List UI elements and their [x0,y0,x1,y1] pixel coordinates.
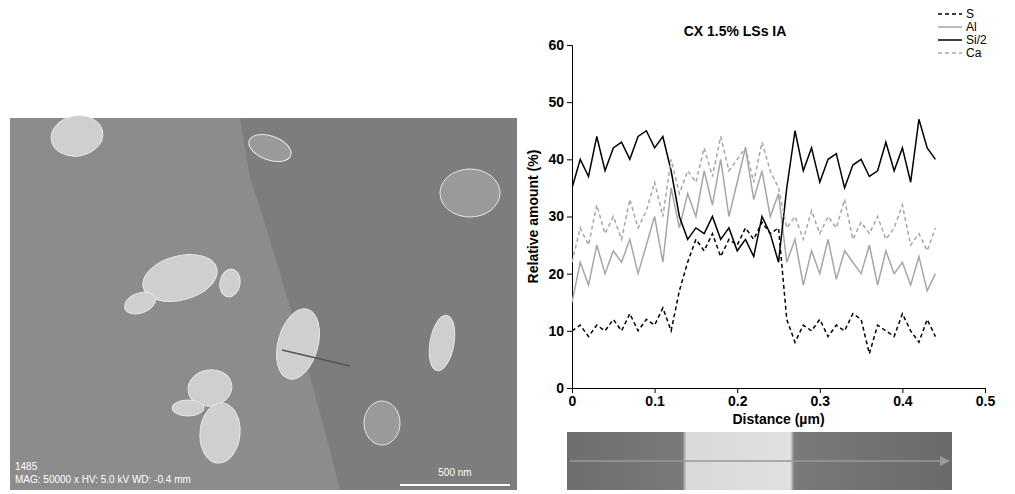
chart-title: CX 1.5% LSs IA [684,23,787,39]
tick: 0.4 [893,388,913,409]
figure: 1485 MAG: 50000 x HV: 5.0 kV WD: -0.4 mm 5… [0,0,1015,494]
tick: 60 [548,37,572,53]
legend-label: Al [966,20,977,34]
tick-mark [567,217,572,218]
tick-label: 50 [548,94,564,110]
legend-label: S [966,7,974,21]
legend-label: Ca [966,46,982,60]
series-line [572,136,935,262]
y-axis-title: Relative amount (%) [525,150,541,284]
strip-image [567,432,952,490]
particle [269,304,326,384]
tick: 0 [556,380,572,396]
tick-mark [567,159,572,160]
micrograph-texture [240,118,517,490]
tick: 0.1 [645,388,665,409]
tick-label: 0.1 [645,393,665,409]
particle [48,112,106,160]
legend-label: Si/2 [966,33,987,47]
scan-strip [567,432,952,490]
tick: 0.2 [728,388,748,409]
axis-line [573,389,986,394]
micrograph-background [10,118,517,490]
tick-mark [567,388,572,389]
scan-line [282,350,350,366]
legend-key [938,26,962,28]
particle [425,313,458,372]
particle [245,129,295,167]
tick: 0.3 [811,388,831,409]
tick-label: 30 [548,208,564,224]
tick: 30 [548,208,572,224]
plot-lines [572,119,935,353]
tick: 40 [548,151,572,167]
tick: 20 [548,266,572,282]
y-axis: 0 10 20 30 40 50 60 [548,37,572,396]
tick-mark [567,274,572,275]
tick-label: 0.4 [893,393,913,409]
strip-arrow [940,456,950,466]
tick: 0.5 [976,388,996,409]
particle [197,401,242,464]
series-line [572,222,935,353]
tick-label: 10 [548,323,564,339]
series-line [572,148,935,302]
micrograph: 1485 MAG: 50000 x HV: 5.0 kV WD: -0.4 mm 5… [10,112,517,490]
scale-bar-label: 500 nm [438,467,471,478]
x-axis-title: Distance (µm) [732,411,824,427]
tick-mark [567,45,572,46]
tick-label: 0.5 [976,393,996,409]
tick-label: 60 [548,37,564,53]
image-info: MAG: 50000 x HV: 5.0 kV WD: -0.4 mm [15,474,191,485]
tick: 10 [548,323,572,339]
x-axis: 0 0.1 0.2 0.3 0.4 0.5 [569,388,996,409]
particle [122,288,159,318]
tick-mark [567,102,572,103]
particle [218,267,243,298]
tick-label: 0 [569,393,577,409]
legend-key [938,13,962,15]
tick: 0 [569,388,577,409]
legend-key [938,39,962,41]
tick-label: 0.2 [728,393,748,409]
tick-mark [567,331,572,332]
chart: CX 1.5% LSs IA 0 0.1 0.2 0.3 0.4 0.5 0 10 20 30 40 5… [525,7,995,427]
strip-scan-line [570,460,940,462]
tick-label: 40 [548,151,564,167]
legend: SAlSi/2Ca [938,7,987,60]
scale-bar [400,484,510,486]
image-id: 1485 [15,461,38,472]
legend-key [938,52,962,54]
tick-label: 0.3 [811,393,831,409]
axis-line [567,46,573,389]
particle [172,400,204,416]
tick: 50 [548,94,572,110]
series-line [572,119,935,262]
tick-label: 20 [548,266,564,282]
particle [364,401,400,445]
particle [440,169,500,217]
tick-label: 0 [556,380,564,396]
